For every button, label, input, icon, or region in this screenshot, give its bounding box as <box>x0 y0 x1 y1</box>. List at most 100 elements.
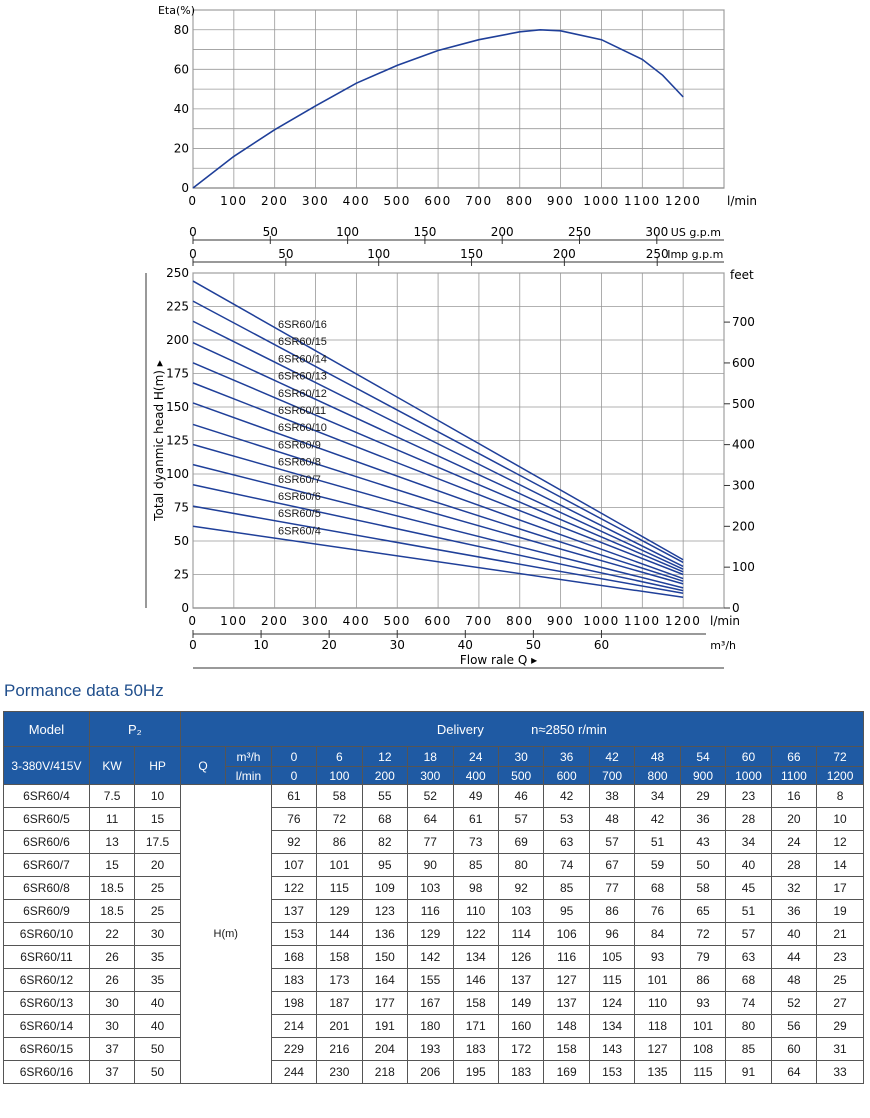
hp-cell: 30 <box>134 922 181 946</box>
model-cell: 6SR60/6 <box>3 830 90 854</box>
head-cell: 17 <box>816 876 864 900</box>
head-cell: 77 <box>407 830 454 854</box>
head-cell: 142 <box>407 945 454 969</box>
kw-cell: 26 <box>88 945 136 969</box>
head-cell: 115 <box>588 968 636 992</box>
head-cell: 28 <box>770 853 818 877</box>
head-y-axis-label: Total dyanmic head H(m) ▸ <box>152 360 166 522</box>
hp-cell: 50 <box>134 1060 181 1084</box>
head-curve <box>192 320 684 568</box>
impgpm-tick-label: 200 <box>553 247 576 261</box>
head-cell: 98 <box>452 876 499 900</box>
m3h-cell: 72 <box>816 746 864 767</box>
head-cell: 29 <box>679 784 727 808</box>
head-cell: 63 <box>543 830 590 854</box>
m3h-cell: 18 <box>407 746 454 767</box>
head-cell: 116 <box>543 945 590 969</box>
table-row: 6SR60/8 18.5 25 122 115 109 103 98 92 85 77 68 58 45 3… <box>3 876 864 900</box>
head-cell: 244 <box>270 1060 318 1084</box>
head-cell: 171 <box>452 1014 499 1038</box>
head-cell: 29 <box>816 1014 864 1038</box>
series-label: 6SR60/12 <box>278 388 327 400</box>
performance-table-body: 6SR60/4 7.5 10 H(m) 61 58 55 52 49 46 42 38 34 29 23 16… <box>3 784 864 1084</box>
eta-y-tick-label: 80 <box>174 23 189 37</box>
feet-tick-label: 600 <box>732 356 755 370</box>
head-cell: 214 <box>270 1014 318 1038</box>
eta-y-tick-label: 20 <box>174 141 189 155</box>
head-cell: 230 <box>316 1060 363 1084</box>
head-cell: 25 <box>816 968 864 992</box>
head-y-tick-label: 0 <box>181 601 189 615</box>
usgpm-tick-label: 250 <box>568 225 591 239</box>
head-cell: 68 <box>634 876 681 900</box>
head-x-tick-label: 600 <box>424 614 451 628</box>
head-cell: 80 <box>497 853 545 877</box>
table-row: 6SR60/10 22 30 153 144 136 129 122 114 106 96 84 72 5… <box>3 922 864 946</box>
head-cell: 10 <box>816 807 864 831</box>
eta-x-tick-label: 600 <box>424 194 451 208</box>
series-label: 6SR60/15 <box>278 336 327 348</box>
head-cell: 150 <box>361 945 409 969</box>
hp-cell: 35 <box>134 968 181 992</box>
head-cell: 135 <box>634 1060 681 1084</box>
eta-x-axis-label: l/min <box>727 194 757 208</box>
head-y-tick-label: 150 <box>166 400 189 414</box>
head-x-tick-label: 1000 <box>583 614 620 628</box>
impgpm-tick-label: 250 <box>646 247 669 261</box>
eta-x-tick-label: 300 <box>302 194 329 208</box>
head-y-tick-label: 100 <box>166 467 189 481</box>
table-row: 6SR60/11 26 35 168 158 150 142 134 126 116 105 93 79… <box>3 945 864 969</box>
head-cell: 64 <box>407 807 454 831</box>
head-cell: 116 <box>407 899 454 923</box>
kw-cell: 11 <box>88 807 136 831</box>
head-cell: 124 <box>588 991 636 1015</box>
head-cell: 91 <box>725 1060 772 1084</box>
head-cell: 44 <box>770 945 818 969</box>
head-cell: 24 <box>770 830 818 854</box>
head-cell: 57 <box>725 922 772 946</box>
head-cell: 49 <box>452 784 499 808</box>
head-cell: 106 <box>543 922 590 946</box>
model-cell: 6SR60/16 <box>3 1060 90 1084</box>
header-hp: HP <box>134 746 181 785</box>
lmin-cell: 700 <box>588 766 636 785</box>
usgpm-unit-label: US g.p.m <box>671 226 721 239</box>
head-cell: 93 <box>634 945 681 969</box>
hp-cell: 50 <box>134 1037 181 1061</box>
impgpm-tick-label: 50 <box>278 247 293 261</box>
header-lmin-unit: l/min <box>225 766 272 785</box>
head-cell: 169 <box>543 1060 590 1084</box>
lmin-cell: 1200 <box>816 766 864 785</box>
model-cell: 6SR60/4 <box>3 784 90 808</box>
model-cell: 6SR60/9 <box>3 899 90 923</box>
series-label: 6SR60/10 <box>278 422 327 434</box>
m3h-tick-label: 30 <box>390 638 405 652</box>
lmin-cell: 800 <box>634 766 681 785</box>
lmin-cell: 300 <box>407 766 454 785</box>
head-cell: 158 <box>543 1037 590 1061</box>
head-label-cell: H(m) <box>179 784 272 1084</box>
head-y-tick-label: 25 <box>174 568 189 582</box>
hp-cell: 20 <box>134 853 181 877</box>
head-x-tick-label: 800 <box>506 614 533 628</box>
feet-tick-label: 200 <box>732 519 755 533</box>
head-cell: 52 <box>407 784 454 808</box>
head-cell: 74 <box>725 991 772 1015</box>
head-cell: 51 <box>725 899 772 923</box>
head-cell: 137 <box>270 899 318 923</box>
head-cell: 129 <box>407 922 454 946</box>
head-cell: 86 <box>316 830 363 854</box>
model-cell: 6SR60/13 <box>3 991 90 1015</box>
head-cell: 149 <box>497 991 545 1015</box>
usgpm-tick-label: 150 <box>413 225 436 239</box>
head-y-tick-label: 175 <box>166 367 189 381</box>
head-cell: 193 <box>407 1037 454 1061</box>
head-cell: 180 <box>407 1014 454 1038</box>
head-cell: 153 <box>588 1060 636 1084</box>
head-cell: 126 <box>497 945 545 969</box>
head-cell: 144 <box>316 922 363 946</box>
head-y-tick-label: 75 <box>174 501 189 515</box>
eta-plot-frame <box>192 9 725 189</box>
head-cell: 143 <box>588 1037 636 1061</box>
head-x-tick-label: 1100 <box>624 614 661 628</box>
